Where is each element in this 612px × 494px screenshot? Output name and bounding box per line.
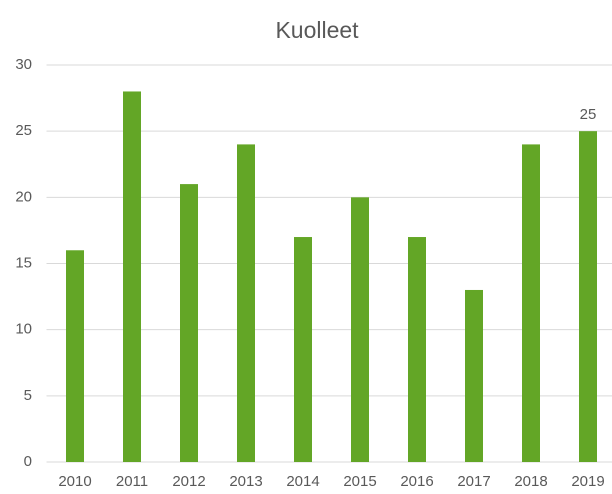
bar — [66, 250, 84, 462]
x-tick-label: 2019 — [571, 473, 604, 490]
data-label: 25 — [580, 106, 597, 123]
y-tick-label: 5 — [24, 387, 32, 404]
x-tick-label: 2012 — [172, 473, 205, 490]
x-tick-label: 2015 — [343, 473, 376, 490]
chart-title: Kuolleet — [275, 17, 359, 43]
bar — [408, 237, 426, 462]
bar — [465, 289, 483, 462]
x-tick-label: 2011 — [116, 473, 148, 490]
y-tick-label: 30 — [15, 56, 32, 73]
bar — [123, 91, 141, 462]
bar — [522, 144, 540, 462]
x-tick-label: 2018 — [514, 473, 547, 490]
bar — [579, 131, 597, 462]
x-tick-label: 2017 — [457, 473, 490, 490]
x-tick-label: 2014 — [286, 473, 319, 490]
y-tick-label: 25 — [15, 122, 32, 139]
bar — [180, 184, 198, 462]
y-tick-label: 15 — [15, 254, 32, 271]
bar — [294, 237, 312, 462]
bar — [237, 144, 255, 462]
x-tick-label: 2010 — [58, 473, 91, 490]
y-tick-label: 0 — [24, 453, 32, 470]
y-tick-label: 20 — [15, 188, 32, 205]
y-tick-label: 10 — [15, 321, 32, 338]
x-tick-label: 2016 — [400, 473, 433, 490]
bar — [351, 197, 369, 463]
x-tick-label: 2013 — [229, 473, 262, 490]
